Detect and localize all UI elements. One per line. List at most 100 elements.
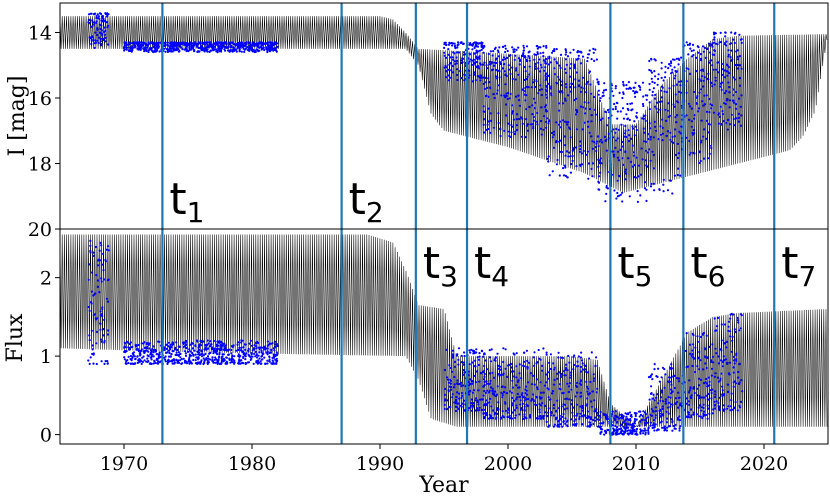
observation-point	[125, 44, 128, 47]
observation-point	[125, 48, 128, 51]
observation-point	[123, 349, 127, 352]
observation-point	[633, 120, 636, 123]
observation-point	[713, 400, 716, 403]
observation-point	[576, 360, 579, 363]
observation-point	[695, 96, 699, 99]
observation-point	[570, 388, 573, 391]
observation-point	[719, 379, 722, 382]
observation-point	[216, 353, 219, 356]
observation-point	[548, 398, 551, 401]
observation-point	[87, 359, 90, 362]
observation-point	[540, 93, 543, 97]
observation-point	[265, 47, 268, 51]
observation-point	[664, 400, 668, 403]
observation-point	[196, 362, 199, 365]
observation-point	[106, 333, 109, 336]
observation-point	[638, 424, 641, 427]
observation-point	[506, 415, 509, 419]
observation-point	[562, 391, 566, 395]
observation-point	[693, 152, 696, 155]
observation-point	[102, 269, 105, 272]
observation-point	[539, 84, 542, 87]
observation-point	[497, 112, 500, 115]
observation-point	[622, 83, 625, 86]
observation-point	[578, 415, 581, 418]
observation-point	[132, 42, 135, 45]
observation-point	[700, 409, 703, 412]
observation-point	[624, 428, 627, 431]
observation-point	[225, 41, 228, 44]
observation-point	[614, 410, 617, 413]
observation-point	[166, 49, 169, 52]
observation-point	[711, 104, 714, 107]
observation-point	[719, 348, 722, 351]
observation-point	[648, 68, 651, 72]
observation-point	[216, 51, 219, 54]
observation-point	[572, 406, 575, 409]
observation-point	[624, 168, 628, 171]
observation-point	[450, 379, 453, 382]
observation-point	[247, 361, 251, 364]
observation-point	[578, 382, 582, 385]
observation-point	[270, 351, 273, 354]
observation-point	[106, 245, 110, 248]
observation-point	[183, 359, 186, 363]
observation-point	[631, 165, 635, 168]
observation-point	[185, 339, 188, 343]
observation-point	[622, 163, 625, 166]
observation-point	[469, 404, 473, 407]
observation-point	[656, 393, 659, 396]
observation-point	[658, 409, 661, 412]
observation-point	[566, 382, 569, 385]
observation-point	[174, 353, 177, 357]
observation-point	[526, 393, 529, 396]
observation-point	[446, 378, 450, 381]
observation-point	[491, 417, 494, 420]
observation-point	[552, 425, 556, 428]
observation-point	[642, 95, 645, 98]
observation-point	[625, 84, 628, 87]
observation-point	[691, 332, 694, 335]
observation-point	[675, 83, 679, 86]
observation-point	[611, 431, 614, 434]
observation-point	[580, 414, 584, 417]
observation-point	[492, 50, 495, 53]
observation-point	[706, 47, 709, 51]
observation-point	[255, 342, 258, 345]
observation-point	[532, 119, 535, 122]
observation-point	[487, 391, 491, 394]
observation-point	[733, 78, 737, 81]
observation-point	[507, 64, 510, 67]
observation-point	[656, 83, 659, 86]
observation-point	[545, 373, 548, 376]
observation-point	[621, 200, 624, 203]
observation-point	[257, 354, 260, 357]
observation-point	[549, 367, 552, 371]
observation-point	[536, 120, 539, 123]
observation-point	[689, 395, 692, 399]
observation-point	[471, 44, 474, 47]
observation-point	[255, 353, 258, 356]
observation-point	[511, 402, 514, 405]
observation-point	[525, 349, 529, 352]
observation-point	[471, 406, 474, 409]
observation-point	[579, 90, 582, 93]
observation-point	[550, 411, 553, 415]
observation-point	[732, 313, 735, 316]
observation-point	[511, 370, 514, 373]
observation-point	[736, 409, 739, 412]
observation-point	[498, 61, 501, 64]
observation-point	[205, 343, 208, 347]
observation-point	[680, 125, 683, 128]
observation-point	[738, 404, 741, 407]
observation-point	[698, 394, 701, 397]
observation-point	[516, 380, 519, 383]
observation-point	[238, 49, 241, 53]
observation-point	[462, 53, 466, 56]
observation-point	[488, 401, 491, 404]
observation-point	[734, 400, 737, 404]
observation-point	[688, 42, 692, 45]
observation-point	[584, 112, 587, 115]
observation-point	[625, 113, 628, 116]
observation-point	[653, 81, 656, 84]
